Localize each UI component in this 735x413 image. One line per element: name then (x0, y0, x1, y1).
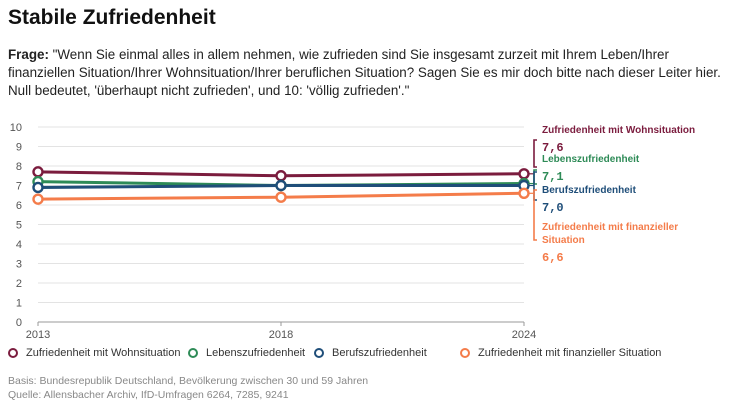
data-point (275, 170, 287, 182)
question-label: Frage: (8, 47, 49, 62)
y-tick-label: 2 (16, 278, 22, 290)
legend-item: Lebenszufriedenheit (188, 347, 314, 359)
legend-marker-icon (460, 348, 470, 358)
line-chart: 0 1 2 3 4 5 6 7 8 9 10 2013 2018 2024 Zufriedenheit mi… (10, 122, 695, 341)
data-point (32, 166, 44, 178)
footnote-basis: Basis: Bundesrepublik Deutschland, Bevöl… (8, 375, 369, 387)
question-body: "Wenn Sie einmal alles in allem nehmen, … (8, 47, 721, 98)
data-point (32, 181, 44, 194)
y-tick-label: 0 (16, 317, 22, 329)
end-value-label: 6,6 (542, 251, 564, 265)
legend-marker-icon (188, 348, 198, 358)
legend-label: Berufszufriedenheit (332, 347, 427, 359)
data-point (32, 193, 44, 205)
series-annotation: Zufriedenheit mit Wohnsituation (542, 125, 695, 136)
end-value-label: 7,0 (542, 201, 564, 215)
legend-marker-icon (314, 348, 324, 358)
question-text: Frage: "Wenn Sie einmal alles in allem n… (8, 46, 723, 100)
chart-legend: Zufriedenheit mit Wohnsituation Lebenszuf… (8, 347, 680, 359)
series-annotation: Zufriedenheit mit finanzieller (542, 222, 678, 233)
y-tick-label: 4 (16, 239, 22, 251)
data-point (518, 187, 530, 200)
legend-item: Zufriedenheit mit finanzieller Situation (460, 347, 680, 359)
x-tick-label: 2018 (269, 329, 293, 341)
legend-marker-icon (8, 348, 18, 358)
data-point (518, 168, 530, 180)
y-tick-label: 5 (16, 220, 22, 232)
data-point (275, 191, 287, 203)
x-tick-label: 2024 (512, 329, 536, 341)
legend-label: Zufriedenheit mit finanzieller Situation (478, 347, 662, 359)
y-tick-label: 8 (16, 161, 22, 173)
series-annotation: Lebenszufriedenheit (542, 154, 640, 165)
chart-title: Stabile Zufriedenheit (8, 6, 216, 29)
y-tick-label: 6 (16, 200, 22, 212)
legend-label: Lebenszufriedenheit (206, 347, 306, 359)
legend-item: Zufriedenheit mit Wohnsituation (8, 347, 188, 359)
end-value-label: 7,6 (542, 141, 564, 155)
footnote-source: Quelle: Allensbacher Archiv, IfD-Umfrage… (8, 389, 289, 401)
y-tick-label: 10 (10, 122, 22, 134)
y-tick-label: 7 (16, 181, 22, 193)
end-value-label: 7,1 (542, 170, 564, 184)
y-tick-label: 9 (16, 142, 22, 154)
series-annotation: Situation (542, 235, 585, 246)
y-tick-label: 1 (16, 298, 22, 310)
annotation-bracket (533, 139, 537, 168)
data-point (275, 179, 287, 192)
series-annotation: Berufszufriedenheit (542, 185, 637, 196)
legend-label: Zufriedenheit mit Wohnsituation (26, 347, 181, 359)
y-tick-label: 3 (16, 259, 22, 271)
annotation-bracket (533, 189, 537, 241)
x-tick-label: 2013 (26, 329, 50, 341)
legend-item: Berufszufriedenheit (314, 347, 460, 359)
